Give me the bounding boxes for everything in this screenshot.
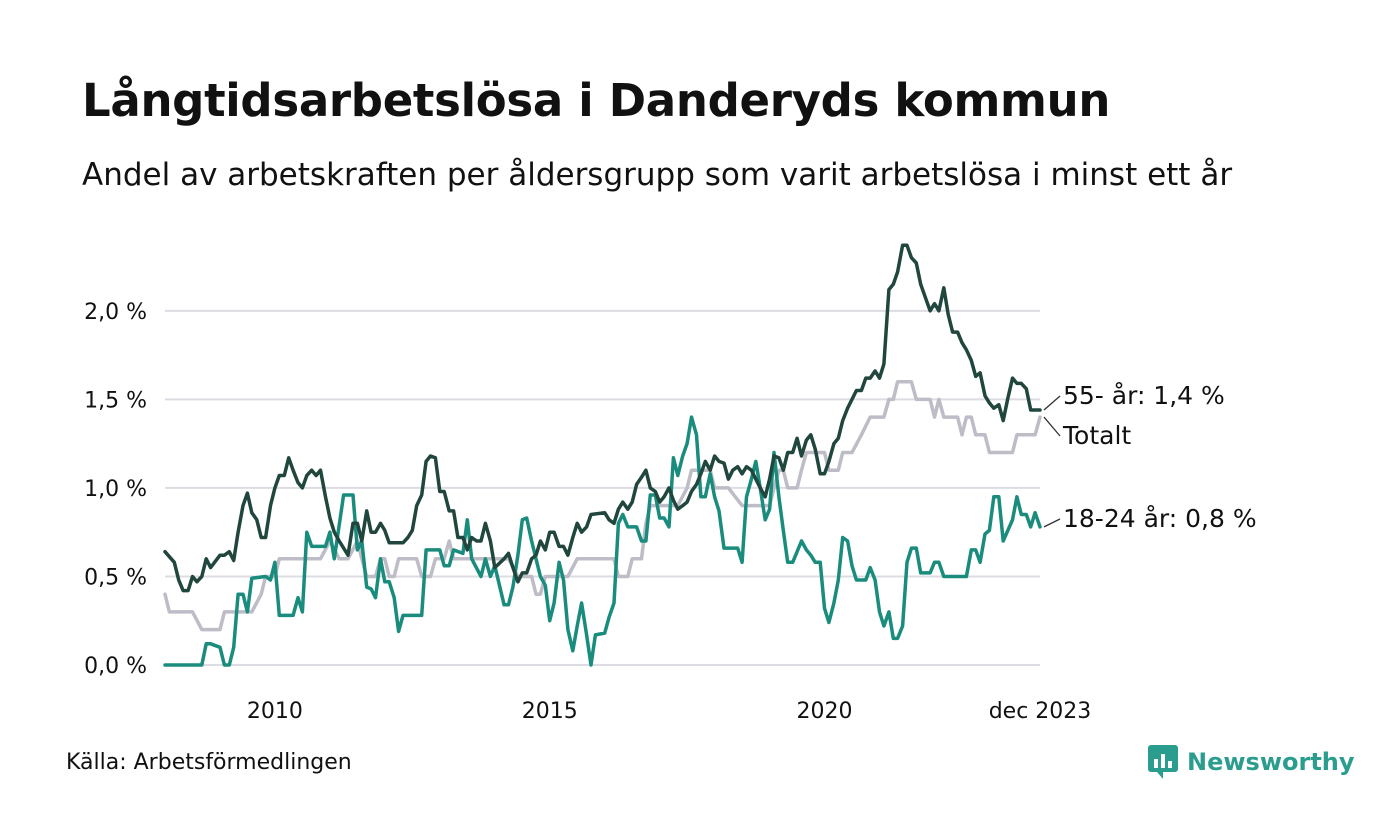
- x-axis-tick-labels: 2010 2015 2020 dec 2023: [247, 699, 1091, 724]
- x-tick-label-2: 2020: [797, 699, 853, 724]
- x-tick-label-0: 2010: [247, 699, 303, 724]
- x-tick-label-1: 2015: [522, 699, 578, 724]
- leader-line-18-24-r: [1043, 518, 1061, 528]
- y-tick-label-0: 0,0 %: [84, 654, 147, 679]
- y-axis-tick-labels: 0,0 % 0,5 % 1,0 % 1,5 % 2,0 %: [84, 300, 147, 679]
- source-credit: Källa: Arbetsförmedlingen: [66, 750, 352, 775]
- newsworthy-logo-icon: [1148, 745, 1178, 779]
- y-tick-label-2: 1,0 %: [84, 477, 147, 502]
- series-label-55-r: 55- år: 1,4 %: [1063, 381, 1225, 410]
- series-label-18-24-r: 18-24 år: 0,8 %: [1063, 504, 1257, 533]
- newsworthy-logo[interactable]: Newsworthy: [1148, 745, 1355, 779]
- y-tick-label-1: 0,5 %: [84, 565, 147, 590]
- gridlines: [165, 309, 1040, 666]
- chart-subtitle: Andel av arbetskraften per åldersgrupp s…: [82, 157, 1233, 193]
- y-tick-label-3: 1,5 %: [84, 388, 147, 413]
- series-line-18-24-r: [163, 415, 1042, 667]
- y-tick-label-4: 2,0 %: [84, 300, 147, 325]
- series-line-55-r: [163, 243, 1042, 593]
- leader-line-55-r: [1043, 395, 1061, 411]
- series-lines: [163, 243, 1042, 667]
- series-label-totalt: Totalt: [1062, 421, 1131, 450]
- newsworthy-logo-text: Newsworthy: [1187, 748, 1355, 776]
- chart-title: Långtidsarbetslösa i Danderyds kommun: [82, 74, 1111, 127]
- leader-line-totalt: [1043, 416, 1061, 437]
- series-line-totalt: [163, 379, 1042, 632]
- series-end-labels: Totalt 18-24 år: 0,8 % 55- år: 1,4 %: [1043, 381, 1257, 533]
- x-tick-label-3: dec 2023: [989, 699, 1092, 724]
